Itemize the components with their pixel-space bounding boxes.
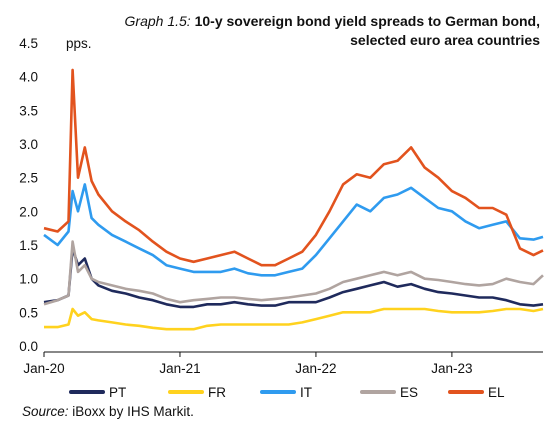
series-line-it — [43, 183, 544, 277]
y-tick-label: 1.0 — [19, 272, 38, 287]
y-tick-label: 0.5 — [19, 305, 38, 320]
y-tick-label: 1.5 — [19, 238, 38, 253]
source-text: iBoxx by IHS Markit. — [72, 404, 194, 419]
chart-title-prefix: Graph 1.5: — [124, 13, 191, 29]
y-tick-label: 0.0 — [19, 339, 38, 354]
y-tick-label: 2.5 — [19, 171, 38, 186]
series-line-pt — [43, 247, 544, 309]
y-axis-label: pps. — [66, 36, 92, 51]
y-tick-label: 4.0 — [19, 70, 38, 85]
legend-label-pt: PT — [109, 385, 126, 400]
series-line-el — [43, 68, 544, 267]
legend-label-it: IT — [300, 385, 312, 400]
legend-label-el: EL — [488, 385, 505, 400]
y-tick-label: 4.5 — [19, 36, 38, 51]
x-tick-label: Jan-23 — [431, 361, 472, 376]
legend-label-fr: FR — [208, 385, 226, 400]
chart-title-text: 10-y sovereign bond yield spreads to Ger… — [194, 13, 540, 48]
series-line-fr — [44, 307, 544, 331]
legend-label-es: ES — [400, 385, 418, 400]
y-tick-label: 3.0 — [19, 137, 38, 152]
chart-title: Graph 1.5: 10-y sovereign bond yield spr… — [100, 12, 540, 50]
series-line-es — [43, 240, 544, 306]
x-tick-label: Jan-20 — [23, 361, 64, 376]
y-tick-label: 2.0 — [19, 204, 38, 219]
y-tick-label: 3.5 — [19, 103, 38, 118]
source-label: Source: — [22, 404, 69, 419]
x-tick-label: Jan-22 — [295, 361, 336, 376]
x-tick-label: Jan-21 — [159, 361, 200, 376]
source-note: Source: iBoxx by IHS Markit. — [22, 404, 194, 419]
